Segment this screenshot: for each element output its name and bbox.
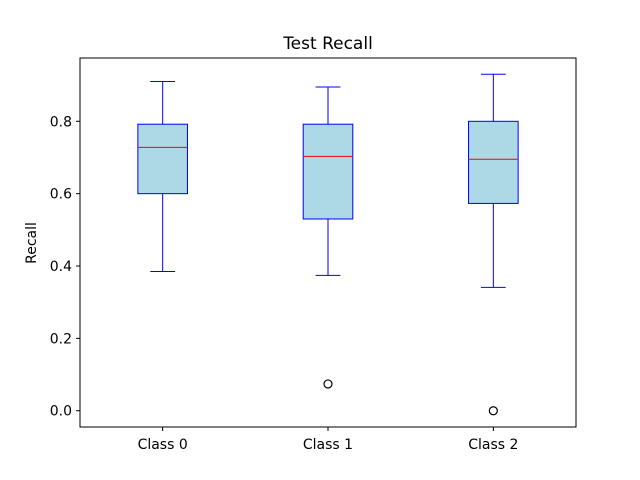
x-tick-label: Class 1 — [303, 437, 353, 453]
chart-title: Test Recall — [282, 34, 373, 54]
plot-frame — [79, 57, 577, 428]
plot-area: 0.0 0.2 0.4 0.6 0.8 Class 0 Class 1 Class 2 — [50, 73, 519, 453]
outlier-point — [323, 379, 333, 389]
y-axis-label: Recall — [24, 222, 40, 264]
y-tick-label: 0.4 — [50, 259, 72, 275]
box-iqr — [302, 123, 354, 220]
y-tick-label: 0.2 — [50, 331, 72, 347]
x-tick-label: Class 2 — [468, 437, 518, 453]
x-tick-label: Class 0 — [138, 437, 188, 453]
box-iqr — [468, 120, 519, 204]
y-tick-label: 0.6 — [50, 187, 72, 203]
y-tick-label: 0.8 — [50, 114, 72, 130]
outlier-point — [488, 406, 498, 416]
y-tick-label: 0.0 — [50, 404, 72, 420]
box-iqr — [137, 123, 188, 195]
